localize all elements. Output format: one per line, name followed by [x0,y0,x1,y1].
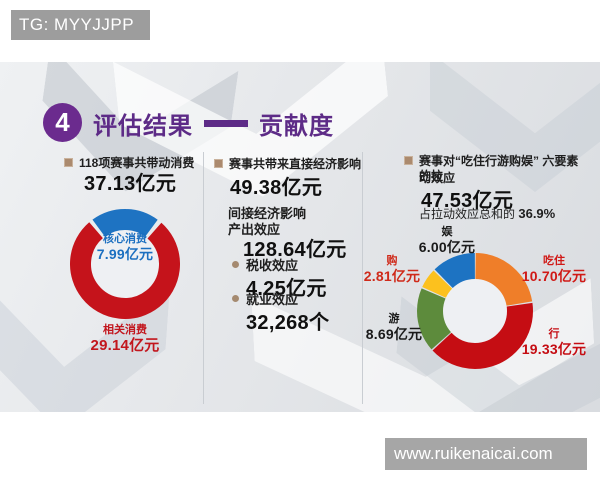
title-dash [204,119,248,127]
donut-label-core-consumption: 核心消费 7.99亿元 [96,233,154,262]
direct-impact-amount: 49.38亿元 [230,177,323,199]
employment-effect-amount: 32,268个 [246,312,330,334]
column-divider [203,152,204,404]
donut-label-shopping: 购 2.81亿元 [363,255,421,284]
round-bullet-icon [232,261,239,268]
square-bullet-icon [214,159,223,168]
indirect-impact-heading: 间接经济影响 [228,206,307,221]
consumption-donut-chart [70,209,180,319]
tax-effect-row: 税收效应 [232,258,352,273]
square-bullet-icon [404,156,413,165]
square-bullet-icon [64,158,73,167]
pull-effect-amount: 47.53亿元 [421,190,514,212]
left-panel-heading: 118项赛事共带动消费 [64,156,204,171]
donut-label-eat-stay: 吃住 10.70亿元 [521,255,587,284]
left-panel-amount: 37.13亿元 [84,173,177,195]
donut-label-transport: 行 19.33亿元 [521,328,587,357]
title-highlight: 贡献度 [259,112,334,140]
donut-label-travel: 游 8.69亿元 [365,313,423,342]
output-effect-amount: 128.64亿元 [243,239,347,261]
tax-effect-amount: 4.25亿元 [246,278,327,300]
six-factor-donut-chart [417,253,533,369]
slide-background: 4 评估结果 贡献度 118项赛事共带动消费 37.13亿元 核心消费 7.99… [0,62,600,412]
round-bullet-icon [232,295,239,302]
donut-label-entertainment: 娱 6.00亿元 [418,226,476,255]
employment-effect-row: 就业效应 [232,292,352,307]
title-main: 评估结果 [93,112,193,140]
output-effect-label: 产出效应 [228,222,281,237]
middle-panel-heading: 赛事共带来直接经济影响 [214,157,364,172]
title-number-badge: 4 [43,103,82,142]
right-panel-heading: 赛事对“吃住行游购娱” 六要素的拉 [404,154,584,184]
page-title: 评估结果 贡献度 [93,108,334,140]
column-divider [362,152,363,404]
pull-effect-share: 占拉动效应总和的 36.9% [419,206,556,221]
donut-label-related-consumption: 相关消费 29.14亿元 [90,324,160,354]
right-panel-heading-line2: 动效应 [419,171,456,185]
website-watermark-badge: www.ruikenaicai.com [385,438,587,470]
telegram-watermark-badge: TG: MYYJJPP [11,10,150,40]
